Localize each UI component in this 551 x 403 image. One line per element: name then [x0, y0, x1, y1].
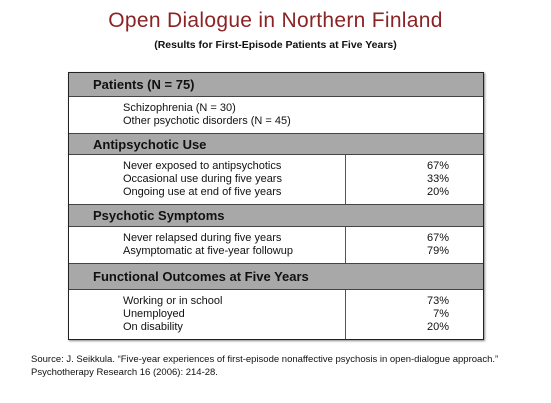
row-label: Unemployed: [123, 308, 185, 320]
row-value: 20%: [426, 186, 449, 199]
row-value: 7%: [433, 308, 449, 320]
section-header: Antipsychotic Use: [69, 132, 483, 156]
section-body: Never exposed to antipsychotics Occasiona…: [69, 155, 483, 205]
value-column: 67% 33% 20%: [345, 155, 483, 205]
label-column: Working or in school Unemployed On disabil…: [69, 290, 345, 339]
section-body: Working or in school Unemployed On disabil…: [69, 290, 483, 339]
row-value: 20%: [426, 321, 449, 333]
title: Open Dialogue in Northern Finland: [108, 9, 443, 32]
row-value: 67%: [426, 160, 449, 173]
value-column: 67% 79%: [345, 227, 483, 264]
results-table: Patients (N = 75) Schizophrenia (N = 30) O…: [68, 72, 484, 340]
row-value: 79%: [426, 245, 449, 258]
label-column: Schizophrenia (N = 30) Other psychotic di…: [69, 97, 483, 133]
source-line: Psychotherapy Research 16 (2006): 214-28…: [31, 367, 218, 378]
section-body: Never relapsed during five years Asymptom…: [69, 227, 483, 264]
section-header: Patients (N = 75): [69, 73, 483, 97]
row-value: 33%: [426, 173, 449, 186]
row-label: Ongoing use at end of five years: [123, 186, 282, 199]
section-body: Schizophrenia (N = 30) Other psychotic di…: [69, 97, 483, 133]
value-column: 73% 7% 20%: [345, 290, 483, 339]
source-line: Source: J. Seikkula. “Five-year experien…: [31, 354, 499, 365]
row-value: 73%: [426, 295, 449, 307]
subtitle: (Results for First-Episode Patients at F…: [154, 39, 397, 51]
row-label: Occasional use during five years: [123, 173, 282, 186]
row-label: Asymptomatic at five-year followup: [123, 245, 293, 258]
row-label: Schizophrenia (N = 30): [123, 101, 236, 114]
row-label: On disability: [123, 321, 183, 333]
row-label: Working or in school: [123, 295, 223, 307]
row-label: Never relapsed during five years: [123, 232, 282, 245]
section-header: Psychotic Symptoms: [69, 204, 483, 228]
row-value: 67%: [426, 232, 449, 245]
section-header: Functional Outcomes at Five Years: [69, 263, 483, 290]
label-column: Never exposed to antipsychotics Occasiona…: [69, 155, 345, 204]
label-column: Never relapsed during five years Asymptom…: [69, 227, 345, 263]
source: Source: J. Seikkula. “Five-year experien…: [31, 353, 541, 379]
row-label: Other psychotic disorders (N = 45): [123, 114, 291, 127]
row-label: Never exposed to antipsychotics: [123, 160, 282, 173]
